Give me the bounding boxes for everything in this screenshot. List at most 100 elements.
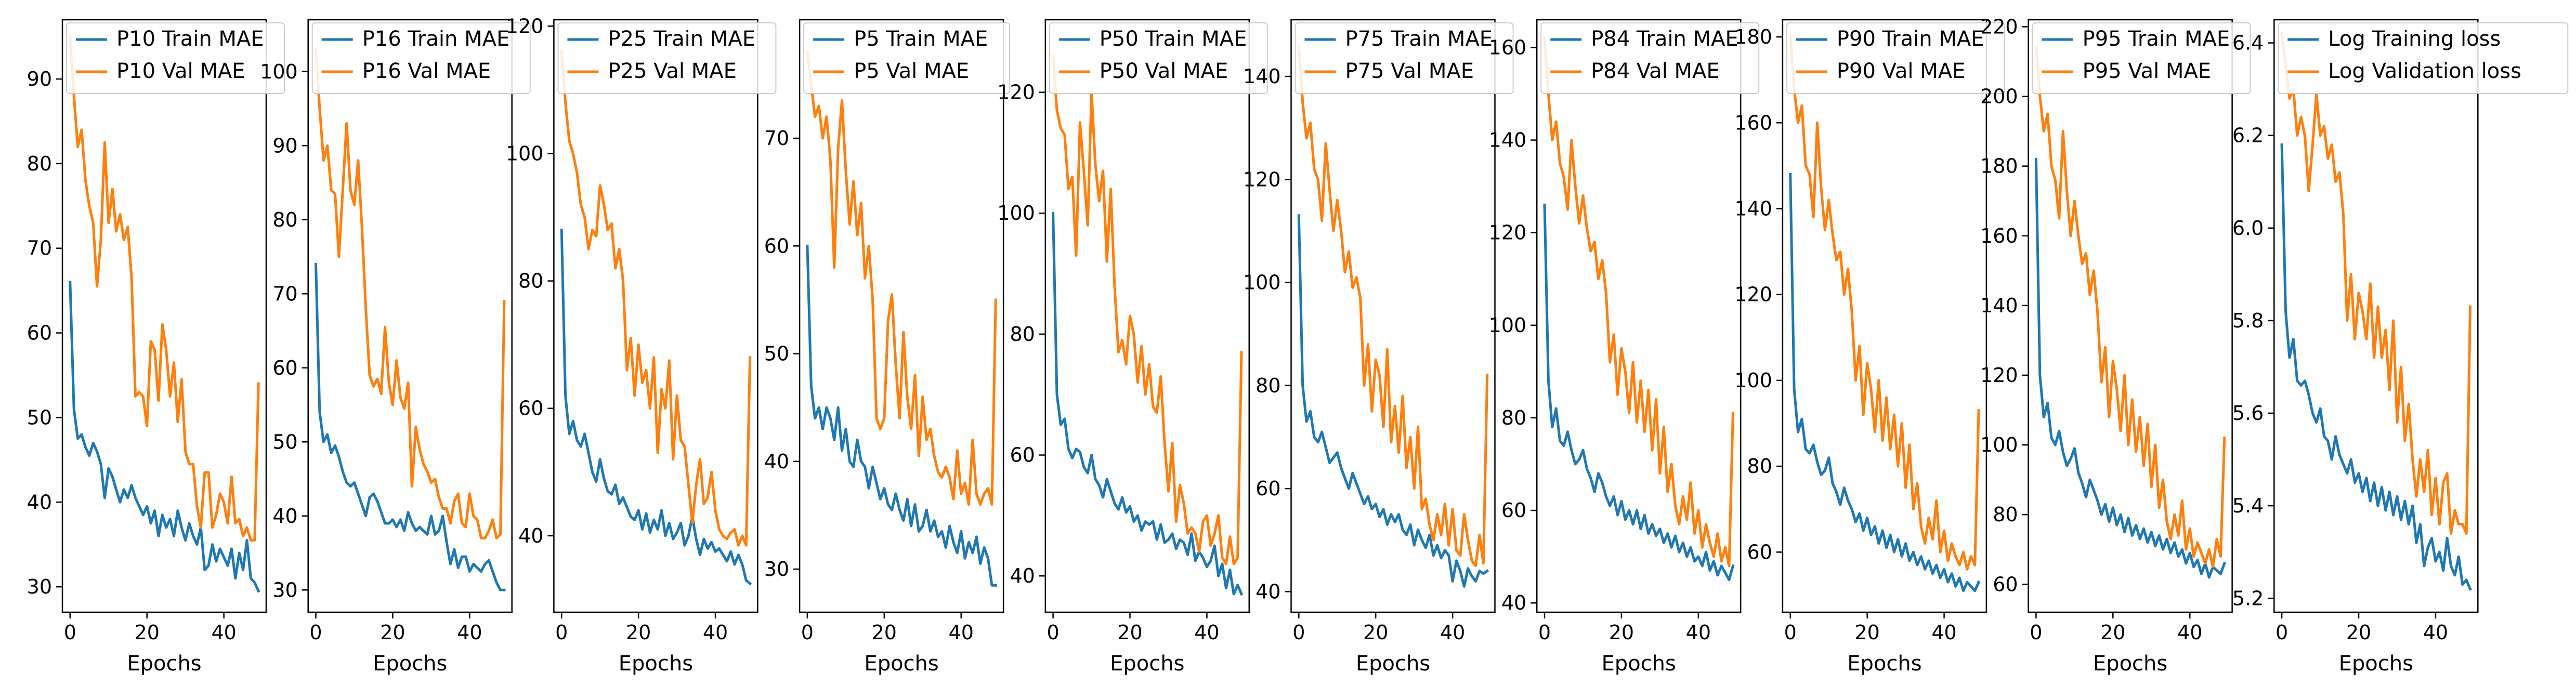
y-tick-label: 140 — [1734, 197, 1772, 220]
y-tick-label: 80 — [1010, 323, 1035, 346]
legend-label: P95 Val MAE — [2083, 59, 2211, 83]
y-tick-label: 100 — [1980, 433, 2018, 456]
axes-frame — [1290, 19, 1496, 613]
legend-label: P16 Val MAE — [362, 59, 491, 83]
series-line-val — [1051, 55, 1243, 565]
x-tick-label: 40 — [1194, 621, 1219, 644]
subplot-7: 0 20 40 40 60 80 100 120 140 160 Epochs P84 Train M… — [1489, 19, 1760, 676]
y-tick-label: 40 — [272, 505, 297, 527]
y-tick-label: 90 — [27, 68, 52, 90]
y-tick-label: 70 — [764, 127, 789, 150]
y-tick-label: 5.6 — [2232, 402, 2264, 425]
y-tick-label: 5.4 — [2232, 494, 2264, 517]
legend-label: P75 Train MAE — [1345, 27, 1493, 51]
legend-label: P50 Train MAE — [1100, 27, 1247, 51]
legend-label: P10 Val MAE — [116, 59, 245, 83]
y-tick-label: 60 — [1010, 444, 1035, 467]
series-line-train — [69, 281, 260, 593]
y-tick-label: 100 — [1243, 271, 1281, 294]
x-tick-label: 40 — [1686, 621, 1711, 644]
x-tick-label: 40 — [211, 621, 236, 644]
y-tick-label: 160 — [1734, 111, 1772, 134]
x-tick-label: 0 — [2276, 621, 2288, 644]
y-tick-label: 120 — [1243, 168, 1281, 191]
y-tick-label: 70 — [272, 282, 297, 305]
subplot-9: 0 20 40 60 80 100 120 140 160 180 200 220 Epochs P95 … — [1980, 15, 2251, 676]
legend-box — [557, 22, 777, 94]
y-tick-label: 90 — [272, 134, 297, 157]
y-tick-label: 140 — [1980, 294, 2018, 317]
series-line-train — [1297, 214, 1489, 588]
legend-label: Log Validation loss — [2328, 59, 2521, 83]
y-tick-label: 100 — [506, 142, 544, 165]
y-tick-label: 80 — [1993, 503, 2018, 526]
legend-box — [1049, 22, 1268, 94]
x-tick-label: 20 — [2100, 621, 2125, 644]
y-tick-label: 120 — [506, 15, 544, 37]
y-tick-label: 30 — [27, 575, 52, 598]
legend-label: P16 Train MAE — [362, 27, 510, 51]
y-tick-label: 80 — [27, 152, 52, 175]
y-tick-label: 60 — [27, 322, 52, 345]
y-tick-label: 5.2 — [2232, 587, 2264, 610]
y-tick-label: 100 — [1489, 314, 1527, 337]
legend-label: P95 Train MAE — [2083, 27, 2230, 51]
series-line-val — [560, 50, 752, 547]
series-line-val — [69, 35, 260, 542]
legend-label: P84 Val MAE — [1591, 59, 1719, 83]
x-tick-label: 20 — [1117, 621, 1142, 644]
subplot-8: 0 20 40 60 80 100 120 140 160 180 Epochs P90 Train … — [1734, 19, 2005, 676]
legend-label: P5 Train MAE — [854, 27, 988, 51]
legend: P90 Train MAE P90 Val MAE — [1786, 22, 2005, 94]
y-tick-label: 50 — [764, 342, 789, 365]
legend: P5 Train MAE P5 Val MAE — [803, 22, 1011, 94]
legend: P25 Train MAE P25 Val MAE — [557, 22, 777, 94]
x-tick-label: 40 — [2423, 621, 2448, 644]
y-tick-label: 40 — [27, 491, 52, 513]
x-tick-label: 20 — [135, 621, 160, 644]
series-line-val — [806, 50, 997, 506]
x-tick-label: 0 — [1292, 621, 1305, 644]
axes-frame — [1044, 19, 1250, 613]
legend-box — [803, 22, 1011, 94]
y-tick-label: 6.4 — [2232, 32, 2264, 55]
series-line-val — [1297, 44, 1489, 568]
x-tick-label: 0 — [1047, 621, 1059, 644]
legend-label: P90 Val MAE — [1837, 59, 1965, 83]
legend-box — [1540, 22, 1760, 94]
x-axis-label: Epochs — [2339, 652, 2413, 676]
axes-frame — [2028, 19, 2233, 613]
y-tick-label: 160 — [1980, 225, 2018, 247]
y-tick-label: 60 — [1747, 540, 1772, 563]
axes-frame — [307, 19, 513, 613]
x-tick-label: 20 — [380, 621, 405, 644]
legend-label: P90 Train MAE — [1837, 27, 1984, 51]
axes-frame — [1782, 19, 1987, 613]
legend: P75 Train MAE P75 Val MAE — [1294, 22, 1514, 94]
legend-label: P5 Val MAE — [854, 59, 969, 83]
x-tick-label: 0 — [64, 621, 76, 644]
x-tick-label: 0 — [1538, 621, 1551, 644]
y-tick-label: 60 — [518, 397, 543, 420]
series-line-val — [2280, 32, 2472, 535]
y-tick-label: 120 — [1980, 364, 2018, 387]
x-axis-label: Epochs — [864, 652, 938, 676]
series-line-train — [2280, 143, 2472, 591]
y-tick-label: 60 — [272, 357, 297, 379]
y-tick-label: 80 — [518, 270, 543, 293]
y-tick-label: 40 — [1256, 580, 1280, 603]
x-tick-label: 20 — [872, 621, 897, 644]
x-tick-label: 40 — [2177, 621, 2202, 644]
series-line-train — [1052, 212, 1244, 596]
legend-label: P10 Train MAE — [116, 27, 264, 51]
x-tick-label: 40 — [457, 621, 482, 644]
legend-label: P84 Train MAE — [1591, 27, 1738, 51]
x-tick-label: 40 — [1931, 621, 1956, 644]
subplot-2: 0 20 40 30 40 50 60 70 80 90 100 Epochs P16 Train MA… — [260, 19, 531, 676]
series-line-train — [1789, 173, 1981, 592]
x-tick-label: 20 — [1609, 621, 1634, 644]
